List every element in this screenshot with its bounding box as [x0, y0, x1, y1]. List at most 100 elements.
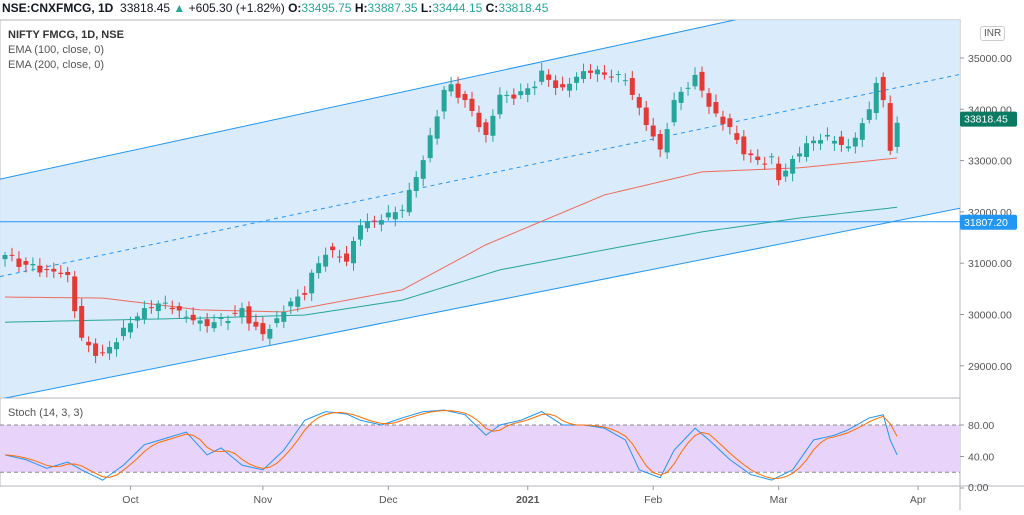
candle-body: [692, 74, 698, 87]
time-label: Nov: [254, 494, 273, 506]
candle-body: [574, 76, 580, 83]
candle-body: [330, 246, 336, 251]
candle-body: [420, 160, 426, 179]
candle-body: [260, 323, 266, 335]
candle-body: [58, 272, 64, 274]
candle-body: [378, 220, 384, 225]
time-label: Apr: [910, 494, 927, 506]
candle-body: [762, 163, 768, 165]
candle-body: [86, 341, 92, 346]
candle-body: [462, 94, 468, 101]
candle-body: [9, 254, 15, 256]
candle-body: [176, 306, 182, 311]
high-label: H:: [354, 1, 368, 15]
price-tick-label: 31000.00: [968, 258, 1012, 270]
time-label: Oct: [122, 494, 138, 506]
stoch-d-line: [4, 410, 898, 479]
candle-body: [587, 70, 593, 73]
candle-body: [636, 97, 642, 108]
candle-body: [253, 321, 259, 327]
candle-body: [629, 78, 635, 95]
candle-body: [469, 98, 475, 112]
candle-body: [476, 112, 482, 128]
candle-body: [734, 133, 740, 140]
candle-body: [678, 91, 684, 103]
stoch-tick-label: 40.00: [968, 452, 994, 464]
candle-body: [267, 328, 273, 339]
candle-body: [30, 264, 36, 266]
price-tick-label: 29000.00: [968, 361, 1012, 373]
candle-body: [37, 265, 43, 273]
candle-body: [671, 100, 677, 123]
candle-body: [392, 212, 398, 220]
candle-body: [197, 320, 203, 324]
candle-body: [852, 137, 858, 147]
candle-body: [406, 190, 412, 213]
candle-body: [657, 133, 663, 150]
last-price-label-bg: [960, 111, 1017, 127]
low-value: 33444.15: [432, 1, 483, 15]
candle-body: [594, 69, 600, 75]
currency-button[interactable]: INR: [980, 26, 1006, 41]
candle-body: [845, 146, 851, 149]
candle-body: [546, 74, 552, 80]
candle-body: [371, 220, 377, 222]
candle-body: [218, 318, 224, 320]
candle-body: [169, 307, 175, 310]
candle-body: [448, 84, 454, 92]
candle-body: [65, 271, 71, 275]
candle-body: [51, 268, 57, 272]
candle-body: [427, 135, 433, 159]
stoch-legend[interactable]: Stoch (14, 3, 3): [8, 407, 84, 419]
stoch-tick-label: 80.00: [968, 420, 994, 432]
candle-body: [790, 158, 796, 174]
candle-body: [295, 296, 301, 307]
candle-body: [622, 80, 628, 82]
candle-body: [413, 176, 419, 191]
candle-body: [741, 136, 747, 155]
candle-body: [755, 156, 761, 161]
ema200-legend[interactable]: EMA (200, close, 0): [8, 59, 104, 71]
candle-body: [643, 107, 649, 126]
candle-body: [685, 87, 691, 89]
high-value: 33887.35: [367, 1, 418, 15]
candle-body: [316, 263, 322, 274]
candle-body: [518, 91, 524, 96]
candle-body: [504, 94, 510, 96]
candle-body: [44, 269, 50, 271]
chart-title: NIFTY FMCG, 1D, NSE: [8, 29, 124, 41]
candle-body: [797, 153, 803, 157]
candle-body: [100, 352, 106, 354]
candle-body: [141, 308, 147, 320]
last-price-label: 33818.45: [964, 114, 1008, 126]
candle-body: [567, 83, 573, 91]
stoch-tick-label: 0.00: [968, 482, 989, 494]
candle-body: [246, 306, 252, 324]
candle-body: [274, 318, 280, 324]
candle-body: [553, 80, 559, 88]
candle-body: [148, 307, 154, 309]
channel-fill: [0, 20, 960, 398]
channel-mid-line: [0, 73, 960, 278]
symbol: NSE:CNXFMCG, 1D: [2, 1, 114, 15]
candle-body: [455, 83, 461, 98]
candle-body: [894, 122, 900, 147]
change: +605.30 (+1.82%): [188, 1, 285, 15]
candle-body: [127, 323, 133, 333]
candle-body: [16, 258, 22, 267]
candle-body: [769, 156, 775, 158]
candle-body: [664, 129, 670, 153]
candle-body: [434, 116, 440, 139]
candle-body: [288, 301, 294, 307]
ema100-legend[interactable]: EMA (100, close, 0): [8, 44, 104, 56]
candle-body: [309, 272, 315, 294]
candle-body: [880, 76, 886, 101]
candle-body: [302, 293, 308, 295]
candle-body: [838, 136, 844, 145]
candle-body: [107, 346, 113, 354]
hline-price-label-bg: [960, 214, 1017, 230]
candle-body: [811, 140, 817, 144]
channel-lower-line: [3, 207, 960, 398]
candle-body: [497, 94, 503, 115]
